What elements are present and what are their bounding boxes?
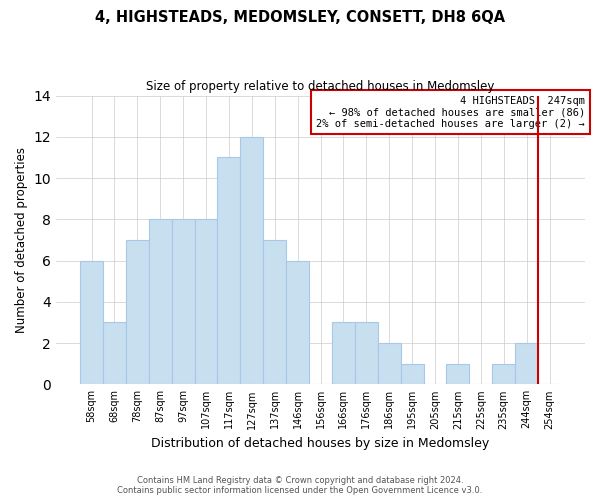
Bar xyxy=(446,364,469,384)
Text: 4 HIGHSTEADS: 247sqm
← 98% of detached houses are smaller (86)
2% of semi-detach: 4 HIGHSTEADS: 247sqm ← 98% of detached h… xyxy=(316,96,585,129)
Bar xyxy=(378,343,401,384)
Text: Contains HM Land Registry data © Crown copyright and database right 2024.
Contai: Contains HM Land Registry data © Crown c… xyxy=(118,476,482,495)
Bar xyxy=(194,220,217,384)
Bar xyxy=(286,260,309,384)
Y-axis label: Number of detached properties: Number of detached properties xyxy=(15,147,28,333)
Bar xyxy=(126,240,149,384)
Bar xyxy=(492,364,515,384)
Bar xyxy=(149,220,172,384)
Bar xyxy=(103,322,126,384)
Bar xyxy=(172,220,194,384)
Bar xyxy=(80,260,103,384)
X-axis label: Distribution of detached houses by size in Medomsley: Distribution of detached houses by size … xyxy=(151,437,490,450)
Title: Size of property relative to detached houses in Medomsley: Size of property relative to detached ho… xyxy=(146,80,495,93)
Bar xyxy=(241,137,263,384)
Bar xyxy=(515,343,538,384)
Text: 4, HIGHSTEADS, MEDOMSLEY, CONSETT, DH8 6QA: 4, HIGHSTEADS, MEDOMSLEY, CONSETT, DH8 6… xyxy=(95,10,505,25)
Bar xyxy=(332,322,355,384)
Bar xyxy=(401,364,424,384)
Bar xyxy=(355,322,378,384)
Bar xyxy=(263,240,286,384)
Bar xyxy=(217,158,241,384)
